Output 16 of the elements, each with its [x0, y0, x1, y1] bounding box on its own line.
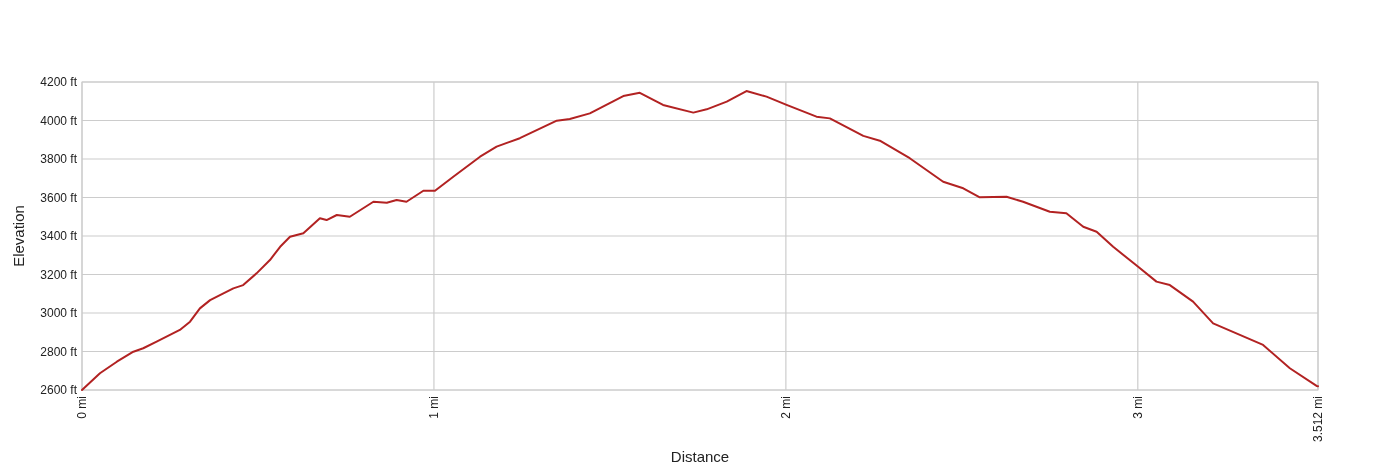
y-tick-label: 3400 ft [40, 229, 78, 244]
x-tick-label: 1 mi [427, 396, 442, 419]
x-axis-title: Distance [670, 448, 730, 465]
y-tick-label: 2600 ft [40, 383, 78, 398]
y-tick-label: 3000 ft [40, 306, 78, 321]
y-tick-label: 4000 ft [40, 113, 78, 128]
x-tick-label: 3 mi [1131, 396, 1146, 419]
x-tick-label: 0 mi [75, 396, 90, 419]
x-tick-label: 3.512 mi [1311, 396, 1326, 443]
y-tick-label: 3200 ft [40, 267, 78, 282]
x-tick-label: 2 mi [779, 396, 794, 419]
y-axis-title: Elevation [10, 205, 27, 267]
y-tick-label: 4200 ft [40, 75, 78, 90]
y-tick-label: 2800 ft [40, 344, 78, 359]
y-tick-label: 3800 ft [40, 152, 78, 167]
y-tick-label: 3600 ft [40, 190, 78, 205]
